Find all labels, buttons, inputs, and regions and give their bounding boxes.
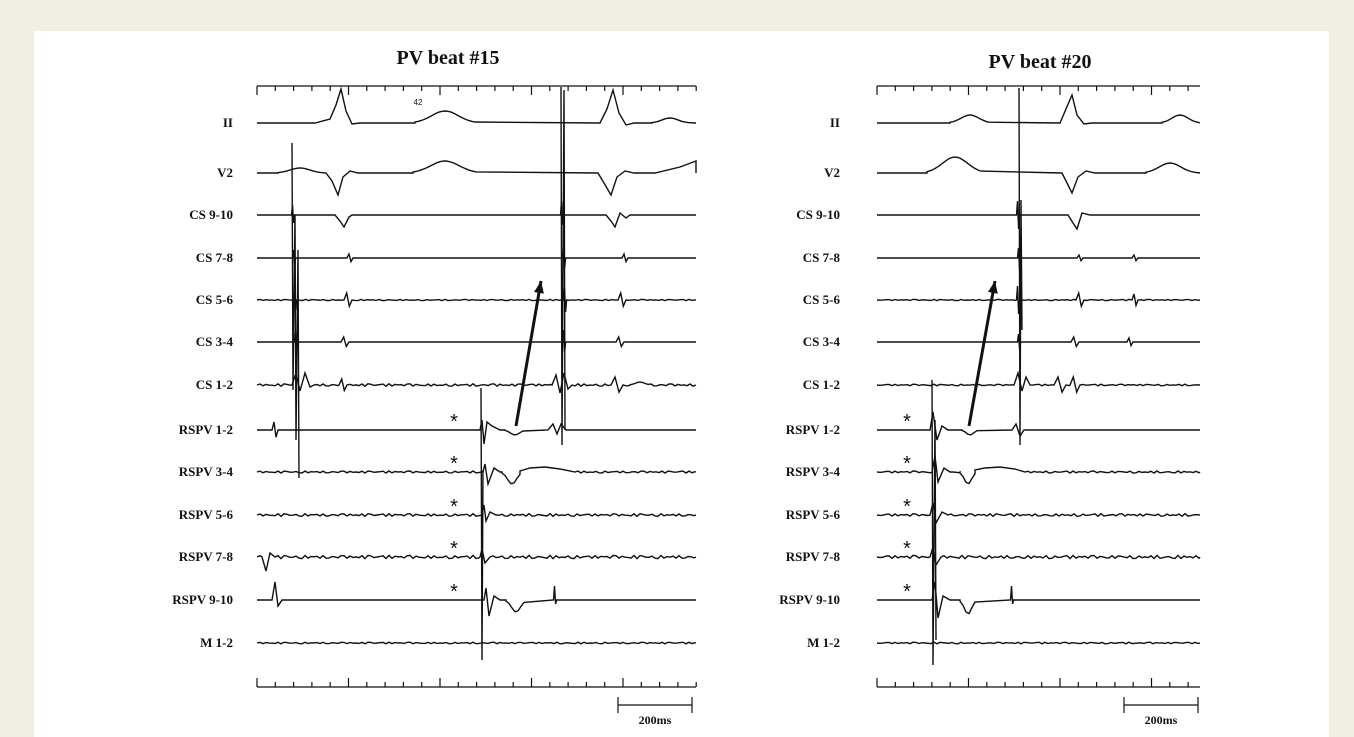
beat-number-annotation: 42	[414, 98, 423, 107]
channel-label-v2: V2	[824, 165, 840, 180]
pv-potential-markers: * * * * * * * * * *	[450, 411, 911, 603]
trace-rspv-7-8-panel-2	[876, 546, 1201, 567]
trace-rspv-3-4-panel-2	[876, 455, 1201, 485]
asterisk-marker: *	[903, 581, 911, 603]
scale-bar-panel-1: 200ms	[617, 697, 693, 727]
time-rulers	[256, 85, 1200, 688]
trace-cs-5-6-panel-1	[256, 287, 697, 313]
channel-label-cs-1-2: CS 1-2	[196, 377, 233, 392]
channel-label-cs-7-8: CS 7-8	[196, 250, 234, 265]
trace-rspv-1-2-panel-1	[257, 419, 696, 445]
channel-label-v2: V2	[217, 165, 233, 180]
arrow-pv-to-cs-panel-1	[514, 280, 544, 427]
channel-label-cs-9-10: CS 9-10	[796, 207, 840, 222]
trace-cs-5-6-panel-2	[876, 285, 1201, 315]
trace-m-1-2-panel-1	[256, 641, 697, 645]
scale-bar-panel-2: 200ms	[1123, 697, 1199, 727]
traces-panel-2	[876, 87, 1201, 666]
channel-label-cs-5-6: CS 5-6	[803, 292, 841, 307]
channel-label-rspv-5-6: RSPV 5-6	[179, 507, 234, 522]
trace-cs-1-2-panel-1	[256, 370, 697, 395]
asterisk-marker: *	[903, 496, 911, 518]
channel-label-cs-1-2: CS 1-2	[803, 377, 840, 392]
trace-v2-panel-2	[877, 156, 1201, 195]
channel-label-rspv-7-8: RSPV 7-8	[786, 549, 841, 564]
asterisk-marker: *	[903, 411, 911, 433]
cs-activation-artifact-panel-1	[560, 86, 566, 446]
channel-label-rspv-7-8: RSPV 7-8	[179, 549, 234, 564]
channel-label-rspv-9-10: RSPV 9-10	[172, 592, 233, 607]
trace-cs-3-4-panel-1	[257, 329, 696, 353]
trace-rspv-1-2-panel-2	[877, 411, 1200, 441]
trace-cs-9-10-panel-2	[877, 200, 1200, 231]
channel-label-cs-9-10: CS 9-10	[189, 207, 233, 222]
channel-labels-panel-1: II V2 CS 9-10 CS 7-8 CS 5-6 CS 3-4 CS 1-2 RSPV …	[172, 115, 233, 650]
trace-cs-3-4-panel-2	[877, 333, 1200, 351]
arrow-pv-to-cs-panel-2	[967, 280, 998, 427]
trace-cs-7-8-panel-1	[257, 243, 696, 269]
trace-rspv-5-6-panel-1	[256, 504, 697, 524]
asterisk-marker: *	[903, 538, 911, 560]
asterisk-marker: *	[450, 581, 458, 603]
panel-1-title: PV beat #15	[397, 47, 500, 69]
asterisk-marker: *	[450, 496, 458, 518]
trace-ii-panel-2	[877, 92, 1201, 125]
channel-label-rspv-1-2: RSPV 1-2	[179, 422, 233, 437]
trace-v2-panel-1	[257, 159, 697, 198]
trace-cs-7-8-panel-2	[877, 247, 1200, 271]
asterisk-marker: *	[450, 538, 458, 560]
channel-label-m-1-2: M 1-2	[807, 635, 840, 650]
channel-label-rspv-3-4: RSPV 3-4	[786, 464, 841, 479]
top-time-ruler-panel-1	[256, 85, 697, 95]
trace-rspv-9-10-panel-2	[877, 581, 1200, 619]
activation-arrows	[514, 280, 998, 427]
trace-rspv-3-4-panel-1	[256, 463, 697, 487]
cs-activation-artifact-panel-2	[1018, 87, 1023, 446]
channel-label-rspv-1-2: RSPV 1-2	[786, 422, 840, 437]
trace-ii-panel-1	[257, 86, 697, 126]
channel-label-ii: II	[830, 115, 840, 130]
trace-cs-1-2-panel-2	[876, 370, 1201, 395]
trace-rspv-5-6-panel-2	[876, 502, 1201, 526]
scale-label-panel-1: 200ms	[639, 713, 672, 727]
bottom-time-ruler-panel-2	[876, 678, 1200, 688]
panel-2-title: PV beat #20	[989, 51, 1092, 73]
channel-label-m-1-2: M 1-2	[200, 635, 233, 650]
channel-labels-panel-2: II V2 CS 9-10 CS 7-8 CS 5-6 CS 3-4 CS 1-2 RSPV …	[779, 115, 840, 650]
top-time-ruler-panel-2	[876, 85, 1200, 95]
trace-cs-9-10-panel-1	[257, 200, 696, 229]
pv-potential-artifact-panel-1	[480, 387, 484, 661]
stimulus-artifact-panel-1	[291, 142, 300, 479]
channel-label-rspv-3-4: RSPV 3-4	[179, 464, 234, 479]
asterisk-marker: *	[903, 453, 911, 475]
scale-label-panel-2: 200ms	[1145, 713, 1178, 727]
channel-label-cs-3-4: CS 3-4	[196, 334, 234, 349]
asterisk-marker: *	[450, 411, 458, 433]
asterisk-marker: *	[450, 453, 458, 475]
trace-rspv-9-10-panel-1	[257, 581, 696, 617]
figure-panel	[34, 31, 1329, 737]
channel-label-rspv-5-6: RSPV 5-6	[786, 507, 841, 522]
trace-rspv-7-8-panel-1	[256, 548, 697, 572]
channel-label-rspv-9-10: RSPV 9-10	[779, 592, 840, 607]
bottom-time-ruler-panel-1	[256, 678, 697, 688]
channel-label-cs-3-4: CS 3-4	[803, 334, 841, 349]
trace-m-1-2-panel-2	[876, 641, 1201, 645]
traces-panel-1	[256, 86, 697, 661]
channel-label-ii: II	[223, 115, 233, 130]
pv-potential-artifact-panel-2	[931, 379, 937, 666]
channel-label-cs-7-8: CS 7-8	[803, 250, 841, 265]
channel-label-cs-5-6: CS 5-6	[196, 292, 234, 307]
